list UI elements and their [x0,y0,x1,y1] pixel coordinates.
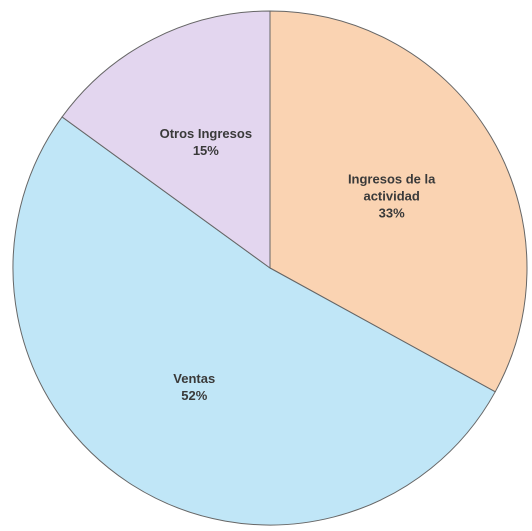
slice-label: Ventas 52% [139,370,249,404]
pie-slice [61,10,271,269]
value-label: 15% [192,143,219,159]
slice-label: Ingresos de la actividad 33% [337,171,447,222]
value-label: 33% [378,205,405,221]
value-label: 52% [181,388,208,404]
slice-label: Otros Ingresos 15% [151,125,261,159]
pie-slice [269,10,528,393]
category-label: Ventas [173,371,216,387]
category-label: Otros Ingresos [159,126,253,142]
pie-slice [12,116,496,526]
category-label: Ingresos de la actividad [347,171,436,204]
